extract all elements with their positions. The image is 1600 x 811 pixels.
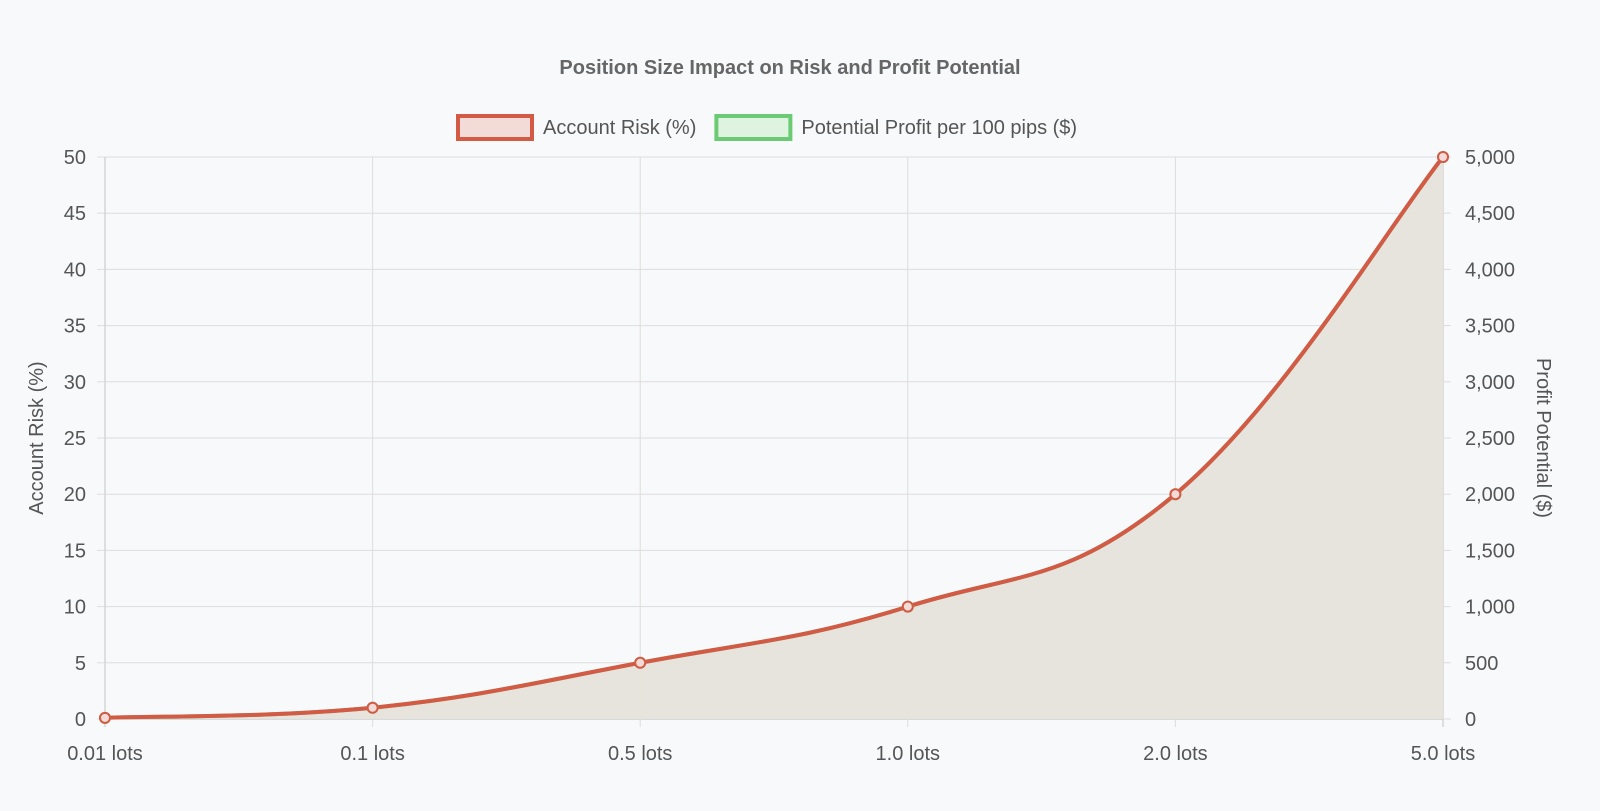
y-right-tick-label: 4,500	[1465, 203, 1515, 225]
legend-swatch[interactable]	[456, 114, 534, 141]
y-left-tick-label: 25	[64, 428, 86, 450]
y-left-tick-label: 15	[64, 540, 86, 562]
y-right-tick-label: 4,000	[1465, 259, 1515, 281]
y-right-tick-label: 1,500	[1465, 540, 1515, 562]
y-right-tick-label: 5,000	[1465, 147, 1515, 169]
data-point-0-4[interactable]	[1169, 488, 1182, 501]
y-left-tick-label: 50	[64, 147, 86, 169]
data-point-0-1[interactable]	[366, 701, 379, 714]
data-point-0-5[interactable]	[1437, 151, 1449, 163]
y-left-tick-label: 45	[64, 203, 86, 225]
x-tick-label: 5.0 lots	[1411, 743, 1475, 765]
y-axis-right-title: Profit Potential ($)	[1532, 358, 1554, 518]
y-left-tick-label: 0	[75, 709, 86, 731]
x-tick-label: 0.01 lots	[67, 743, 143, 765]
y-left-tick-label: 20	[64, 484, 86, 506]
y-right-tick-label: 1,000	[1465, 597, 1515, 619]
x-tick-label: 1.0 lots	[876, 743, 940, 765]
legend-swatch[interactable]	[714, 114, 793, 141]
y-axis-left-title: Account Risk (%)	[26, 361, 48, 514]
y-right-tick-label: 3,000	[1465, 372, 1515, 394]
y-left-tick-label: 10	[64, 597, 86, 619]
data-point-0-3[interactable]	[901, 600, 914, 613]
y-left-tick-label: 30	[64, 372, 86, 394]
y-right-tick-label: 2,500	[1465, 428, 1515, 450]
data-point-0-0[interactable]	[99, 711, 111, 724]
line-layer	[103, 155, 1445, 720]
y-right-tick-label: 500	[1465, 653, 1498, 675]
x-tick-label: 0.5 lots	[608, 743, 672, 765]
legend-label[interactable]: Potential Profit per 100 pips ($)	[801, 117, 1077, 139]
series-area-0	[105, 157, 1443, 719]
y-right-tick-label: 3,500	[1465, 316, 1515, 338]
legend-label[interactable]: Account Risk (%)	[543, 117, 696, 139]
data-point-0-2[interactable]	[634, 656, 647, 669]
chart-title: Position Size Impact on Risk and Profit …	[559, 57, 1020, 79]
y-left-tick-label: 35	[64, 316, 86, 338]
y-right-tick-label: 0	[1465, 709, 1476, 731]
x-tick-label: 2.0 lots	[1143, 743, 1207, 765]
tick-labels: 0510152025303540455005001,0001,5002,0002…	[64, 147, 1515, 765]
y-right-tick-label: 2,000	[1465, 484, 1515, 506]
series-line-0	[103, 155, 1445, 720]
x-tick-label: 0.1 lots	[340, 743, 404, 765]
area-layer	[105, 157, 1443, 719]
point-layer	[99, 151, 1449, 724]
legend: Account Risk (%) Potential Profit per 100…	[456, 114, 1077, 141]
y-left-tick-label: 40	[64, 259, 86, 281]
y-left-tick-label: 5	[75, 653, 86, 675]
grid	[97, 156, 1451, 727]
